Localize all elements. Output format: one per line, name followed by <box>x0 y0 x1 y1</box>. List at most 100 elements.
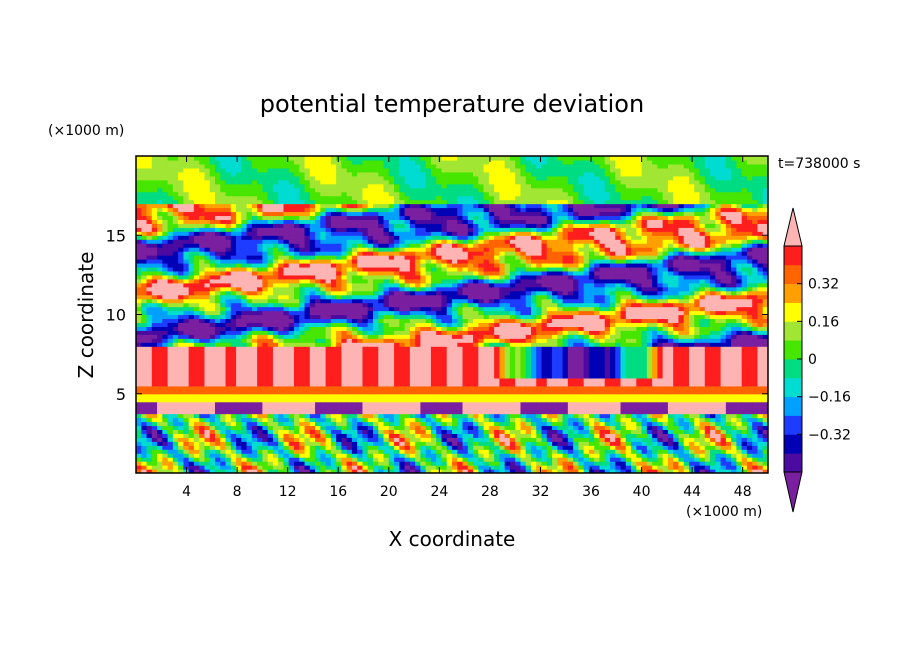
field-cell <box>341 366 348 371</box>
field-cell <box>367 227 374 232</box>
field-cell <box>178 298 184 304</box>
field-cell <box>436 457 443 462</box>
field-cell <box>236 354 242 359</box>
field-cell <box>436 385 443 391</box>
field-cell <box>251 354 258 359</box>
field-cell <box>183 405 190 411</box>
field-cell <box>399 175 406 181</box>
field-cell <box>178 175 184 181</box>
field-cell <box>188 199 195 205</box>
field-cell <box>457 310 464 316</box>
field-cell <box>320 457 327 462</box>
field-cell <box>278 330 285 335</box>
field-cell <box>262 393 269 399</box>
field-cell <box>278 346 285 351</box>
field-cell <box>183 223 190 228</box>
field-cell <box>209 342 216 347</box>
field-cell <box>220 413 227 419</box>
field-cell <box>162 235 169 240</box>
field-cell <box>246 405 253 411</box>
field-cell <box>320 239 327 244</box>
field-cell <box>294 298 300 304</box>
field-cell <box>199 211 206 217</box>
field-cell <box>415 207 421 213</box>
field-cell <box>409 302 416 308</box>
field-cell <box>446 397 453 403</box>
field-cell <box>436 211 443 217</box>
field-cell <box>141 290 148 296</box>
field-cell <box>441 302 448 308</box>
field-cell <box>236 156 242 161</box>
field-cell <box>241 235 248 240</box>
field-cell <box>409 282 416 288</box>
field-cell <box>178 282 184 288</box>
field-cell <box>367 156 374 161</box>
field-cell <box>330 199 337 205</box>
field-cell <box>357 350 364 355</box>
field-cell <box>283 358 290 363</box>
field-cell <box>188 266 195 272</box>
field-cell <box>394 259 400 264</box>
field-cell <box>415 310 421 316</box>
field-cell <box>309 469 316 473</box>
field-cell <box>283 409 290 415</box>
field-cell <box>362 326 369 331</box>
field-cell <box>278 207 285 213</box>
field-cell <box>236 255 242 260</box>
field-cell <box>257 259 263 264</box>
field-cell <box>146 425 153 431</box>
field-cell <box>309 207 316 213</box>
field-cell <box>193 425 200 431</box>
field-cell <box>262 156 269 161</box>
field-cell <box>399 413 406 419</box>
field-cell <box>394 354 400 359</box>
field-cell <box>362 437 369 442</box>
field-cell <box>409 338 416 343</box>
field-cell <box>383 358 390 363</box>
field-cell <box>388 219 395 224</box>
field-cell <box>278 255 285 260</box>
field-cell <box>362 362 369 367</box>
field-cell <box>262 227 269 232</box>
field-cell <box>146 405 153 411</box>
field-cell <box>278 167 285 173</box>
field-cell <box>309 231 316 236</box>
field-cell <box>388 358 395 363</box>
field-cell <box>220 266 227 272</box>
field-cell <box>162 243 169 248</box>
field-cell <box>162 401 169 407</box>
field-cell <box>341 251 348 256</box>
field-cell <box>378 163 385 169</box>
field-cell <box>146 278 153 284</box>
field-cell <box>362 163 369 169</box>
field-cell <box>357 433 364 438</box>
field-cell <box>304 156 311 161</box>
field-cell <box>383 227 390 232</box>
field-cell <box>452 449 458 454</box>
field-cell <box>330 366 337 371</box>
field-cell <box>220 409 227 415</box>
field-cell <box>341 183 348 189</box>
field-cell <box>436 290 443 296</box>
field-cell <box>452 156 458 161</box>
field-cell <box>315 219 321 224</box>
field-cell <box>420 219 427 224</box>
field-cell <box>288 358 295 363</box>
field-cell <box>378 171 385 177</box>
field-cell <box>315 322 321 327</box>
field-cell <box>457 203 464 209</box>
field-cell <box>452 211 458 217</box>
field-cell <box>441 469 448 473</box>
field-cell <box>157 322 163 327</box>
field-cell <box>425 461 432 466</box>
field-cell <box>404 389 411 395</box>
field-cell <box>215 342 221 347</box>
field-cell <box>330 417 337 423</box>
field-cell <box>204 243 211 248</box>
field-cell <box>272 441 279 446</box>
field-cell <box>183 251 190 256</box>
field-cell <box>157 469 163 473</box>
field-cell <box>267 381 274 387</box>
field-cell <box>415 397 421 403</box>
field-cell <box>309 401 316 407</box>
